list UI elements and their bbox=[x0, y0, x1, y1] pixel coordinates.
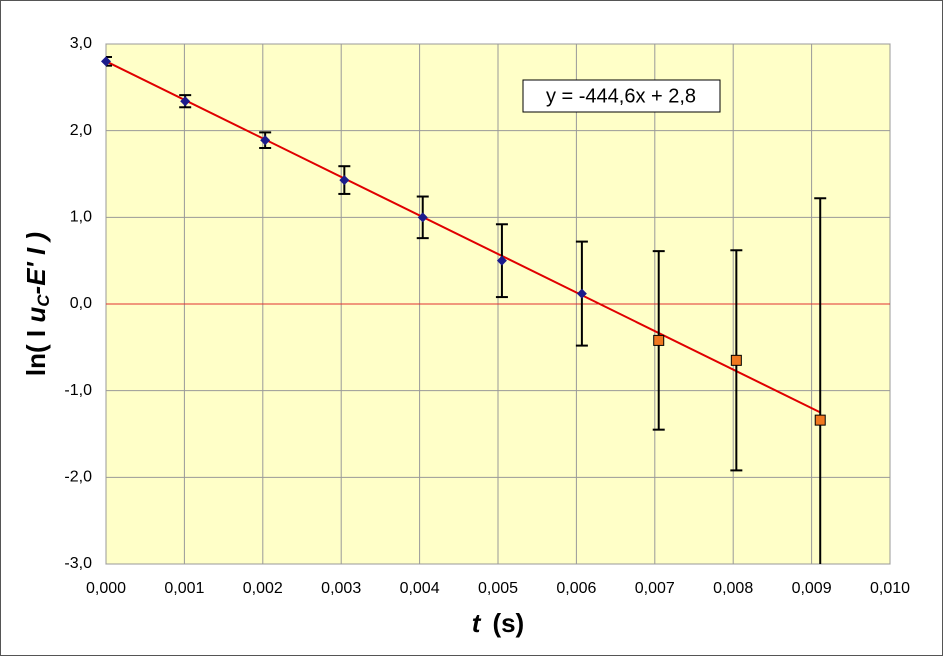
marker bbox=[417, 212, 428, 223]
x-label-var: t bbox=[472, 608, 482, 638]
x-tick-label: 0,003 bbox=[321, 580, 361, 597]
trendline-group bbox=[105, 60, 821, 414]
x-tick-label: 0,010 bbox=[870, 580, 910, 597]
tick-labels: -3,0 -2,0 -1,0 0,0 1,0 2,0 3,0 0,000 0,001 0,002 0… bbox=[64, 35, 910, 597]
marker bbox=[576, 288, 587, 299]
x-tick-label: 0,005 bbox=[478, 580, 518, 597]
y-tick-label: -1,0 bbox=[64, 382, 92, 399]
y-tick-label: 3,0 bbox=[70, 35, 92, 52]
marker bbox=[730, 354, 742, 366]
marker bbox=[180, 96, 191, 107]
x-label-unit: (s) bbox=[492, 608, 524, 638]
equation-box bbox=[522, 79, 721, 113]
equation: y = -444,6x + 2,8 bbox=[546, 85, 696, 107]
x-axis-label: t (s) bbox=[472, 608, 524, 638]
y-tick-label: -3,0 bbox=[64, 555, 92, 572]
x-tick-label: 0,006 bbox=[556, 580, 596, 597]
marker bbox=[260, 135, 271, 146]
marker bbox=[653, 334, 665, 346]
x-tick-label: 0,002 bbox=[243, 580, 283, 597]
markers bbox=[101, 56, 826, 426]
y-label-prefix: ln( I bbox=[21, 323, 51, 376]
x-tick-label: 0,001 bbox=[164, 580, 204, 597]
y-label-var: u bbox=[21, 307, 51, 323]
y-label-suffix: -E' I ) bbox=[21, 232, 51, 295]
x-tick-label: 0,009 bbox=[792, 580, 832, 597]
x-tick-label: 0,007 bbox=[635, 580, 675, 597]
trendline bbox=[105, 60, 821, 414]
x-tick-label: 0,004 bbox=[400, 580, 440, 597]
x-tick-label: 0,008 bbox=[713, 580, 753, 597]
y-tick-label: 0,0 bbox=[70, 295, 92, 312]
marker bbox=[101, 56, 111, 67]
error-bar bbox=[106, 56, 112, 67]
marker bbox=[339, 175, 350, 186]
y-tick-label: 1,0 bbox=[70, 209, 92, 226]
y-tick-label: 2,0 bbox=[70, 122, 92, 139]
y-tick-label: -2,0 bbox=[64, 469, 92, 486]
y-axis-label: ln( I uC-E' I ) bbox=[21, 232, 54, 376]
marker bbox=[496, 255, 507, 266]
x-tick-label: 0,000 bbox=[86, 580, 126, 597]
y-label-sub: C bbox=[34, 294, 53, 307]
marker bbox=[814, 414, 826, 426]
